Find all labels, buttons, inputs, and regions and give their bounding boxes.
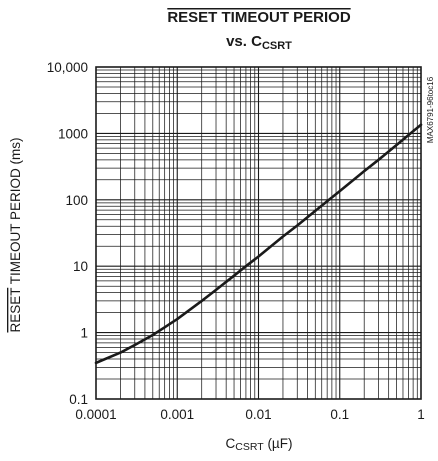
y-tick-label: 10 xyxy=(73,259,88,274)
plot-frame xyxy=(95,66,422,400)
y-tick-label: 0.1 xyxy=(69,392,88,407)
x-tick-label: 1 xyxy=(417,407,425,422)
y-axis-label-rest: TIMEOUT PERIOD (ms) xyxy=(8,137,23,287)
chart-title-line2-sub: CSRT xyxy=(262,40,292,52)
chart-title-line2-prefix: vs. C xyxy=(226,33,262,50)
x-tick-label: 0.1 xyxy=(330,407,349,422)
y-tick-label: 100 xyxy=(65,193,88,208)
chart-title-line1: RESET TIMEOUT PERIOD xyxy=(167,9,351,26)
chart-title-overline-word: RESET TIMEOUT PERIOD xyxy=(167,9,351,26)
x-axis-label-suffix: (µF) xyxy=(264,436,293,451)
x-axis-label-sub: CSRT xyxy=(235,441,264,453)
series-line xyxy=(94,123,423,365)
y-tick-label: 1000 xyxy=(58,126,88,141)
x-tick-label: 0.0001 xyxy=(75,407,116,422)
grid xyxy=(96,67,421,399)
chart-title-line2: vs. CCSRT xyxy=(226,33,292,52)
x-axis-label: CCSRT (µF) xyxy=(226,436,293,453)
tick-labels: 0.0001 0.001 0.01 0.1 1 0.1 1 10 100 1000 10,000 xyxy=(47,60,425,422)
y-axis-label-overline: RESET xyxy=(8,288,23,333)
x-tick-label: 0.01 xyxy=(245,407,271,422)
x-axis-label-prefix: C xyxy=(226,436,236,451)
figure-id-note: MAX6791-96toc16 xyxy=(426,76,435,143)
x-tick-label: 0.001 xyxy=(160,407,194,422)
y-tick-label: 1 xyxy=(80,326,88,341)
y-axis-label: RESET TIMEOUT PERIOD (ms) xyxy=(8,137,23,332)
series xyxy=(94,123,423,365)
y-tick-label: 10,000 xyxy=(47,60,88,75)
